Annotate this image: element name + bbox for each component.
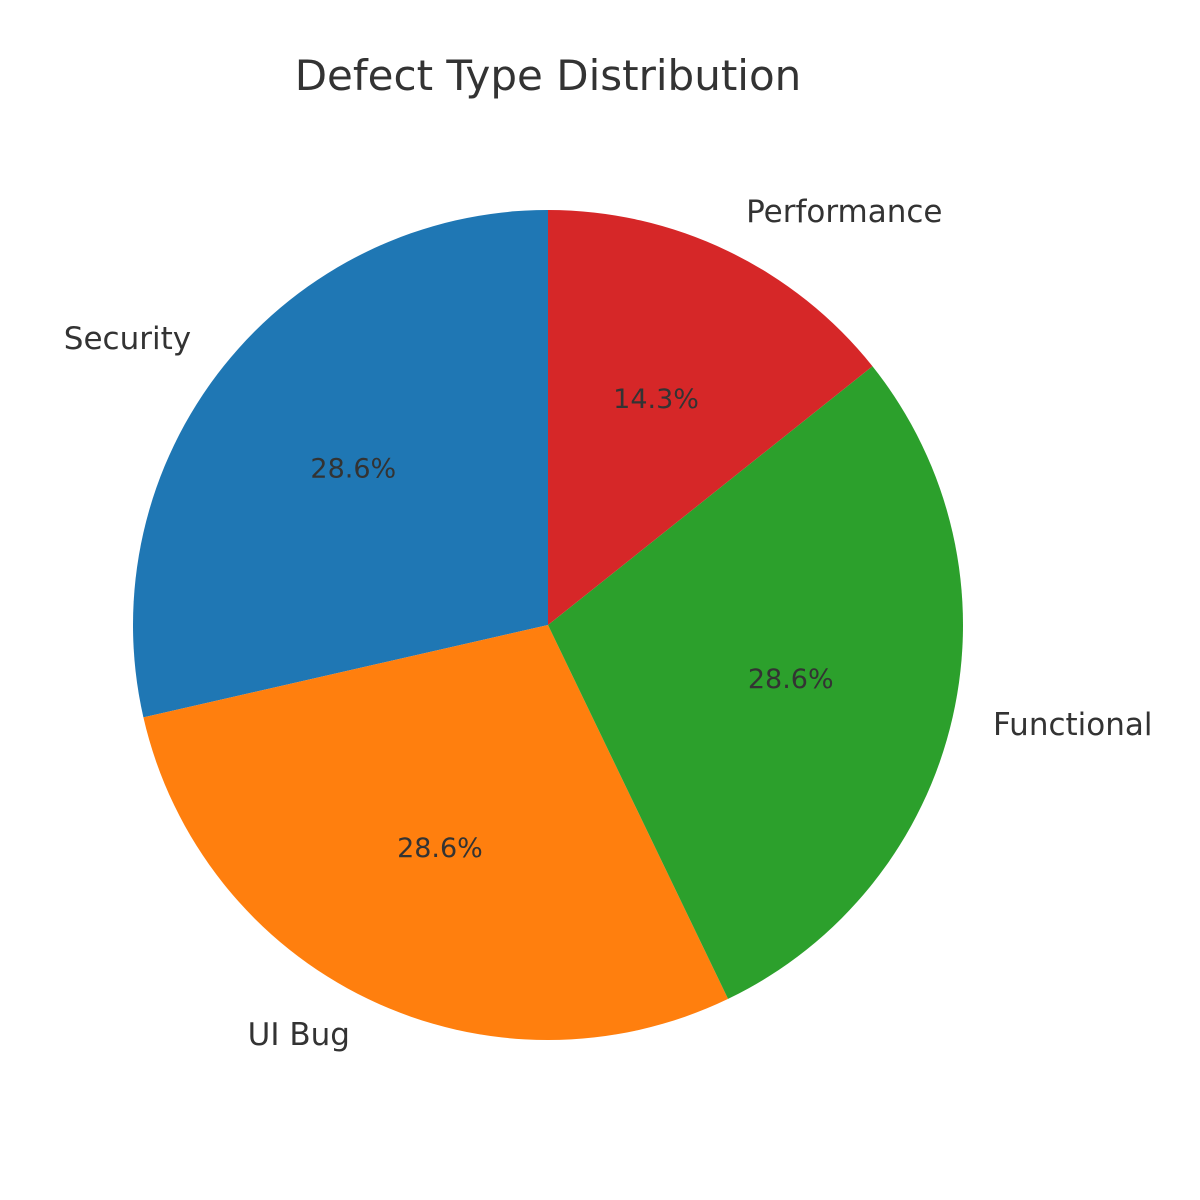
pie-slice-functional bbox=[548, 366, 964, 999]
pie-labels: Security 28.6% UI Bug 28.6% Functional 28.6% P… bbox=[64, 194, 1153, 1053]
pie-slice-performance bbox=[548, 210, 873, 625]
pct-label-ui-bug: 28.6% bbox=[397, 833, 483, 864]
slice-label-ui-bug: UI Bug bbox=[248, 1017, 350, 1053]
slice-label-functional: Functional bbox=[993, 707, 1152, 743]
pct-label-performance: 14.3% bbox=[613, 384, 699, 415]
slice-label-security: Security bbox=[64, 321, 191, 357]
pie-slices bbox=[133, 210, 964, 1040]
pie-slice-security bbox=[133, 210, 548, 718]
chart-title: Defect Type Distribution bbox=[295, 51, 802, 100]
pie-slice-ui-bug bbox=[143, 625, 729, 1040]
pct-label-functional: 28.6% bbox=[748, 664, 834, 695]
slice-label-performance: Performance bbox=[746, 194, 942, 230]
pct-label-security: 28.6% bbox=[310, 453, 396, 484]
